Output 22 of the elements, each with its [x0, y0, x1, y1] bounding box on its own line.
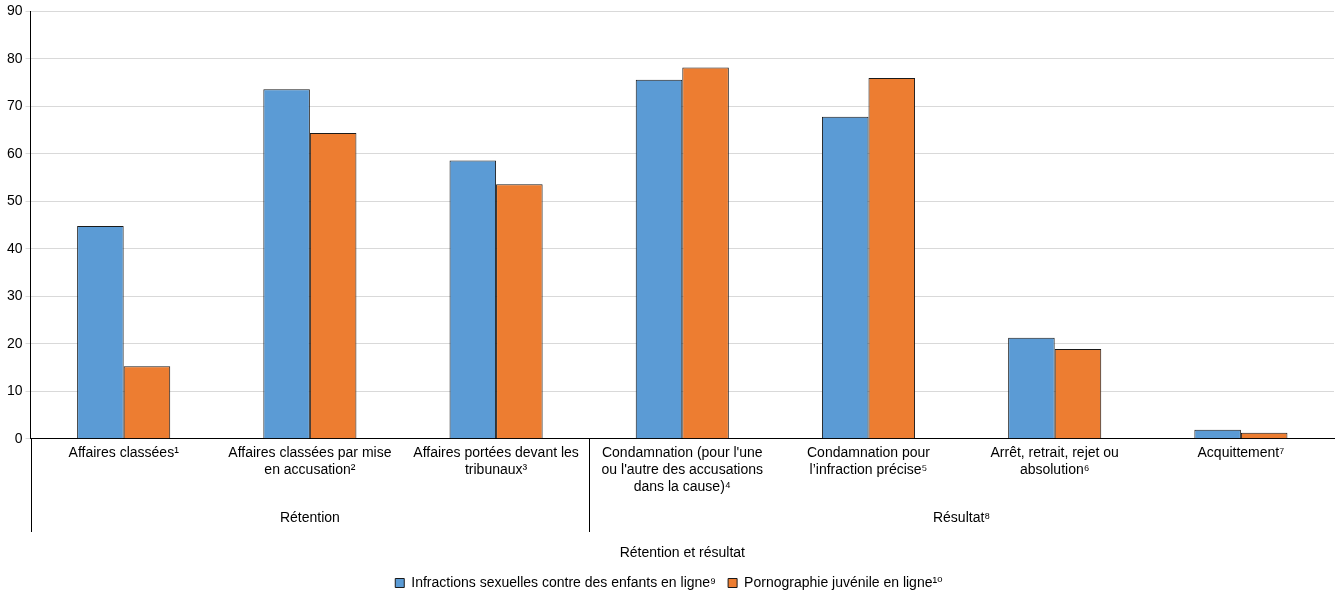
- y-tick-label: 0: [14, 429, 23, 446]
- x-tick-label: Acquittement⁷: [1197, 444, 1285, 461]
- legend-label: Pornographie juvénile en ligne¹⁰: [744, 573, 944, 590]
- x-axis-title: Rétention et résultat: [619, 544, 746, 561]
- text: Résultat⁸: [932, 508, 991, 525]
- x-tick-label: Condamnation (pour l'une ou l'autre des accusations dans la cause)⁴: [601, 444, 763, 494]
- y-tick-label: 40: [6, 239, 23, 256]
- y-tick-label: 70: [6, 97, 23, 114]
- x-tick-label: Arrêt, retrait, rejet ou absolution⁶: [990, 444, 1119, 477]
- x-tick-label: Affaires classées par mise en accusation²: [228, 444, 392, 477]
- y-tick-label: 30: [6, 287, 23, 304]
- y-tick-label: 50: [6, 192, 23, 209]
- y-tick-label: 10: [6, 382, 23, 399]
- y-tick-label: 80: [6, 49, 23, 66]
- y-tick-label: 60: [6, 144, 23, 161]
- y-tick-label: 90: [6, 2, 23, 19]
- x-tick-label: Condamnation pour l’infraction précise⁵: [807, 444, 931, 477]
- text: Rétention: [279, 508, 340, 525]
- x-tick-label: Affaires classées¹: [68, 444, 180, 461]
- x-tick-label: Affaires portées devant les tribunaux³: [413, 444, 579, 477]
- y-tick-label: 20: [6, 334, 23, 351]
- legend-label: Infractions sexuelles contre des enfants en ligne⁹: [411, 573, 717, 590]
